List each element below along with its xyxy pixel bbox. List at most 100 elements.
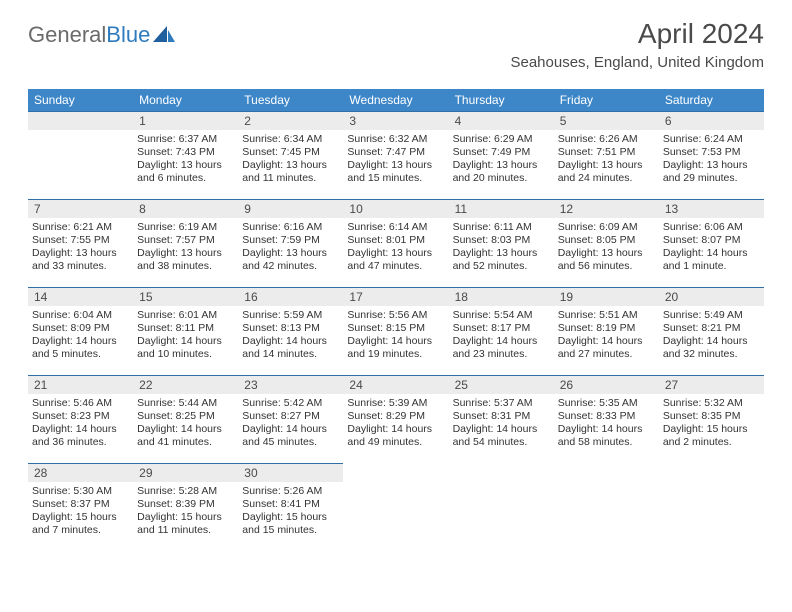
day-number: 11 (449, 199, 554, 218)
day-number: 16 (238, 287, 343, 306)
day-number: 23 (238, 375, 343, 394)
sunset-text: Sunset: 7:55 PM (32, 234, 129, 247)
day-number: 26 (554, 375, 659, 394)
sunrise-text: Sunrise: 5:46 AM (32, 397, 129, 410)
daylight-text: Daylight: 14 hours and 19 minutes. (347, 335, 444, 361)
calendar-cell: 13Sunrise: 6:06 AMSunset: 8:07 PMDayligh… (659, 199, 764, 287)
day-detail: Sunrise: 6:09 AMSunset: 8:05 PMDaylight:… (554, 218, 659, 276)
day-detail: Sunrise: 6:29 AMSunset: 7:49 PMDaylight:… (449, 130, 554, 188)
day-number: 24 (343, 375, 448, 394)
sunrise-text: Sunrise: 5:30 AM (32, 485, 129, 498)
header-row: GeneralBlue April 2024 Seahouses, Englan… (28, 18, 764, 71)
calendar-cell: 26Sunrise: 5:35 AMSunset: 8:33 PMDayligh… (554, 375, 659, 463)
sunset-text: Sunset: 8:11 PM (137, 322, 234, 335)
daylight-text: Daylight: 14 hours and 5 minutes. (32, 335, 129, 361)
day-detail: Sunrise: 5:39 AMSunset: 8:29 PMDaylight:… (343, 394, 448, 452)
sunrise-text: Sunrise: 6:19 AM (137, 221, 234, 234)
sunset-text: Sunset: 7:47 PM (347, 146, 444, 159)
logo-sail-icon (153, 26, 175, 44)
calendar-cell: 30Sunrise: 5:26 AMSunset: 8:41 PMDayligh… (238, 463, 343, 551)
calendar-cell: 7Sunrise: 6:21 AMSunset: 7:55 PMDaylight… (28, 199, 133, 287)
sunrise-text: Sunrise: 6:24 AM (663, 133, 760, 146)
daylight-text: Daylight: 15 hours and 7 minutes. (32, 511, 129, 537)
calendar-cell: 16Sunrise: 5:59 AMSunset: 8:13 PMDayligh… (238, 287, 343, 375)
sunset-text: Sunset: 8:35 PM (663, 410, 760, 423)
sunset-text: Sunset: 8:19 PM (558, 322, 655, 335)
day-number: 6 (659, 111, 764, 130)
day-detail: Sunrise: 6:37 AMSunset: 7:43 PMDaylight:… (133, 130, 238, 188)
day-detail: Sunrise: 5:56 AMSunset: 8:15 PMDaylight:… (343, 306, 448, 364)
day-number: 14 (28, 287, 133, 306)
calendar-week-row: 28 Sunrise: 5:30 AMSunset: 8:37 PMDayligh… (28, 463, 764, 551)
day-detail: Sunrise: 6:14 AMSunset: 8:01 PMDaylight:… (343, 218, 448, 276)
sunrise-text: Sunrise: 6:14 AM (347, 221, 444, 234)
day-detail: Sunrise: 6:06 AMSunset: 8:07 PMDaylight:… (659, 218, 764, 276)
day-detail: Sunrise: 5:44 AMSunset: 8:25 PMDaylight:… (133, 394, 238, 452)
sunset-text: Sunset: 8:41 PM (242, 498, 339, 511)
sunset-text: Sunset: 8:01 PM (347, 234, 444, 247)
day-number: 19 (554, 287, 659, 306)
sunrise-text: Sunrise: 5:44 AM (137, 397, 234, 410)
sunset-text: Sunset: 8:09 PM (32, 322, 129, 335)
calendar-cell: 20Sunrise: 5:49 AMSunset: 8:21 PMDayligh… (659, 287, 764, 375)
day-detail: Sunrise: 6:34 AMSunset: 7:45 PMDaylight:… (238, 130, 343, 188)
sunset-text: Sunset: 8:37 PM (32, 498, 129, 511)
day-number: 4 (449, 111, 554, 130)
day-detail: Sunrise: 6:16 AMSunset: 7:59 PMDaylight:… (238, 218, 343, 276)
calendar-cell: 1Sunrise: 6:37 AMSunset: 7:43 PMDaylight… (133, 111, 238, 199)
calendar-cell: 6Sunrise: 6:24 AMSunset: 7:53 PMDaylight… (659, 111, 764, 199)
logo-text-blue: Blue (106, 24, 150, 46)
day-number: 13 (659, 199, 764, 218)
calendar-cell: 23Sunrise: 5:42 AMSunset: 8:27 PMDayligh… (238, 375, 343, 463)
daylight-text: Daylight: 14 hours and 36 minutes. (32, 423, 129, 449)
day-number: 22 (133, 375, 238, 394)
sunrise-text: Sunrise: 6:37 AM (137, 133, 234, 146)
day-detail: Sunrise: 6:11 AMSunset: 8:03 PMDaylight:… (449, 218, 554, 276)
sunset-text: Sunset: 8:31 PM (453, 410, 550, 423)
daylight-text: Daylight: 13 hours and 6 minutes. (137, 159, 234, 185)
weekday-header: Saturday (659, 89, 764, 111)
daylight-text: Daylight: 13 hours and 42 minutes. (242, 247, 339, 273)
daylight-text: Daylight: 13 hours and 11 minutes. (242, 159, 339, 185)
calendar-cell (343, 463, 448, 551)
day-detail: Sunrise: 6:26 AMSunset: 7:51 PMDaylight:… (554, 130, 659, 188)
calendar-cell: 10Sunrise: 6:14 AMSunset: 8:01 PMDayligh… (343, 199, 448, 287)
sunset-text: Sunset: 8:25 PM (137, 410, 234, 423)
sunrise-text: Sunrise: 5:59 AM (242, 309, 339, 322)
calendar-cell: 3Sunrise: 6:32 AMSunset: 7:47 PMDaylight… (343, 111, 448, 199)
calendar-cell: 8Sunrise: 6:19 AMSunset: 7:57 PMDaylight… (133, 199, 238, 287)
day-detail: Sunrise: 6:21 AMSunset: 7:55 PMDaylight:… (28, 218, 133, 276)
calendar-week-row: 7Sunrise: 6:21 AMSunset: 7:55 PMDaylight… (28, 199, 764, 287)
sunrise-text: Sunrise: 5:56 AM (347, 309, 444, 322)
sunset-text: Sunset: 7:49 PM (453, 146, 550, 159)
daylight-text: Daylight: 14 hours and 32 minutes. (663, 335, 760, 361)
day-detail: Sunrise: 5:37 AMSunset: 8:31 PMDaylight:… (449, 394, 554, 452)
sunset-text: Sunset: 8:27 PM (242, 410, 339, 423)
sunrise-text: Sunrise: 5:42 AM (242, 397, 339, 410)
sunset-text: Sunset: 8:03 PM (453, 234, 550, 247)
sunset-text: Sunset: 7:45 PM (242, 146, 339, 159)
day-number: 8 (133, 199, 238, 218)
sunrise-text: Sunrise: 6:29 AM (453, 133, 550, 146)
sunset-text: Sunset: 8:39 PM (137, 498, 234, 511)
day-number: 5 (554, 111, 659, 130)
calendar-cell: 14Sunrise: 6:04 AMSunset: 8:09 PMDayligh… (28, 287, 133, 375)
daylight-text: Daylight: 14 hours and 23 minutes. (453, 335, 550, 361)
day-detail: Sunrise: 5:54 AMSunset: 8:17 PMDaylight:… (449, 306, 554, 364)
day-number: 28 (28, 463, 133, 482)
sunrise-text: Sunrise: 5:49 AM (663, 309, 760, 322)
day-number: 21 (28, 375, 133, 394)
sunset-text: Sunset: 7:59 PM (242, 234, 339, 247)
location-text: Seahouses, England, United Kingdom (510, 54, 764, 71)
logo-text-gray: General (28, 24, 106, 46)
sunset-text: Sunset: 8:29 PM (347, 410, 444, 423)
day-number: 10 (343, 199, 448, 218)
day-number: 15 (133, 287, 238, 306)
day-number: 3 (343, 111, 448, 130)
daylight-text: Daylight: 13 hours and 47 minutes. (347, 247, 444, 273)
weekday-header: Tuesday (238, 89, 343, 111)
calendar-week-row: 1Sunrise: 6:37 AMSunset: 7:43 PMDaylight… (28, 111, 764, 199)
daylight-text: Daylight: 13 hours and 38 minutes. (137, 247, 234, 273)
daylight-text: Daylight: 15 hours and 2 minutes. (663, 423, 760, 449)
day-number: 25 (449, 375, 554, 394)
